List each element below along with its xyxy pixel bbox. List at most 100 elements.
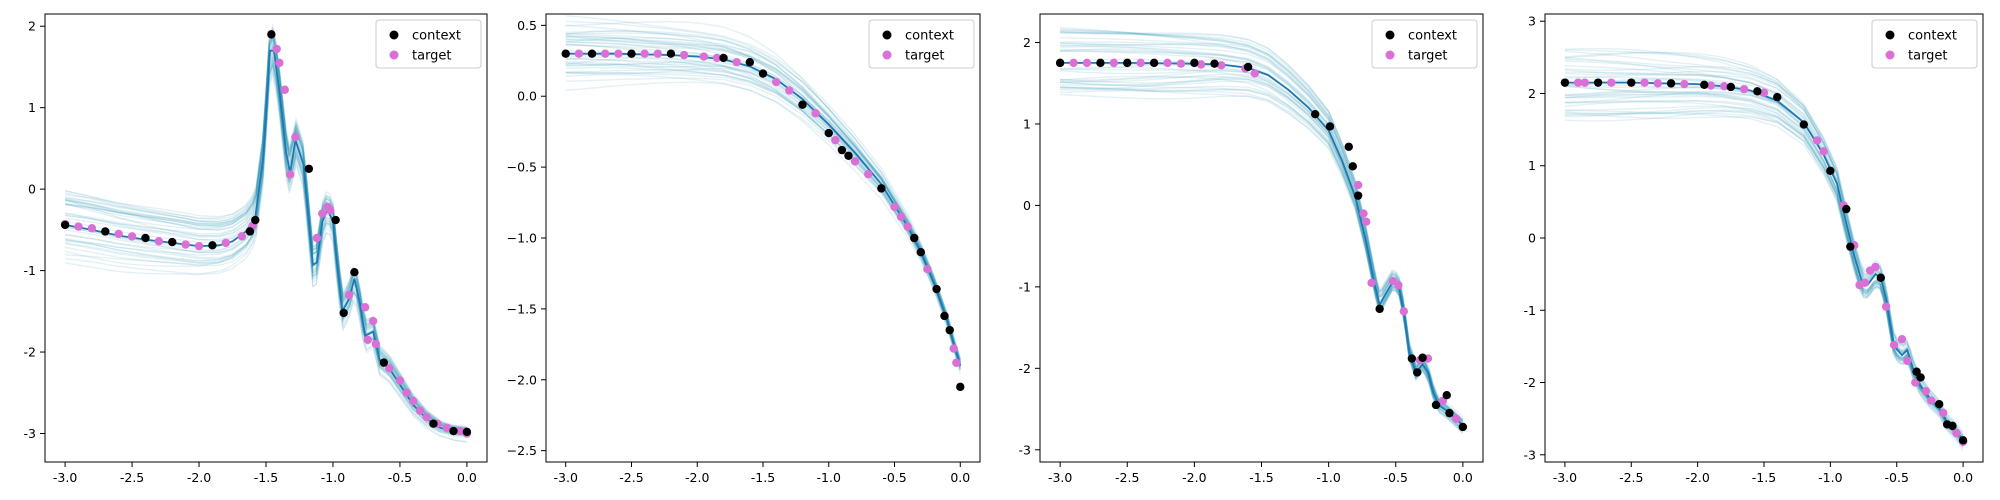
target-point <box>903 222 912 231</box>
context-point <box>1666 79 1676 88</box>
sample-curve <box>1060 73 1464 433</box>
target-point <box>194 241 204 251</box>
sample-curve <box>1060 45 1464 421</box>
context-point <box>1243 62 1253 72</box>
y-tick-label: -2 <box>24 345 36 360</box>
x-tick-label: -1.5 <box>1752 470 1776 485</box>
target-point <box>1607 78 1616 87</box>
target-point <box>1719 82 1729 91</box>
target-point <box>1881 302 1891 311</box>
target-point <box>1952 428 1961 438</box>
sample-curve <box>64 27 467 430</box>
sample-curve <box>1564 48 1964 433</box>
legend-target-label: target <box>1908 49 1948 64</box>
plot-area <box>1055 27 1468 435</box>
sample-curve <box>565 41 961 361</box>
sample-curve <box>1564 83 1964 442</box>
sample-curve <box>1564 106 1964 449</box>
target-point <box>679 50 689 60</box>
x-tick-label: 0.0 <box>1453 470 1473 485</box>
context-point <box>1310 109 1320 119</box>
target-point <box>74 222 83 231</box>
context-point <box>1842 204 1851 214</box>
sample-curve <box>1564 70 1964 445</box>
target-point <box>1739 84 1749 94</box>
target-point <box>1163 58 1172 68</box>
x-tick-label: -0.5 <box>388 470 412 485</box>
plot-area <box>561 15 965 392</box>
x-tick-label: -1.0 <box>1316 470 1340 485</box>
target-point <box>1897 334 1907 344</box>
target-point <box>1176 59 1186 68</box>
target-point <box>114 229 123 239</box>
sample-curve <box>1060 58 1464 432</box>
x-tick-label: -1.5 <box>1249 470 1273 485</box>
target-point <box>1399 307 1408 316</box>
sample-curve <box>1060 44 1464 426</box>
plot-area <box>1560 48 1968 451</box>
sample-curve <box>565 33 961 364</box>
target-point <box>363 335 372 345</box>
sample-curve <box>1060 86 1464 430</box>
x-tick-label: -3.0 <box>53 470 77 485</box>
mean-curve <box>1564 81 1964 441</box>
mean-curve <box>565 52 962 366</box>
target-point <box>1069 58 1078 68</box>
sample-curve <box>1060 78 1464 431</box>
target-point <box>1250 69 1259 78</box>
sample-curve <box>1564 51 1964 436</box>
target-point <box>344 290 354 300</box>
y-tick-label: -1 <box>1019 279 1031 294</box>
sample-curve <box>565 77 961 371</box>
y-tick-label: -3 <box>24 426 36 441</box>
target-point <box>850 157 860 166</box>
sample-curve <box>565 35 961 362</box>
legend-box <box>868 19 975 69</box>
target-point <box>409 396 418 406</box>
sample-curve <box>1060 48 1464 424</box>
sample-curve <box>1564 85 1964 444</box>
sample-curve <box>1060 80 1464 432</box>
context-point <box>627 49 636 58</box>
target-point <box>1680 79 1689 89</box>
target-point <box>1362 217 1371 226</box>
legend-context-marker <box>1885 30 1895 40</box>
context-point <box>245 227 255 236</box>
context-point <box>1773 92 1782 102</box>
plot-area <box>60 22 472 443</box>
mean-curve <box>64 49 468 435</box>
sample-curve <box>1564 57 1964 439</box>
target-point <box>415 406 425 415</box>
context-point <box>1123 58 1132 68</box>
target-point <box>456 426 465 436</box>
sample-curve <box>565 24 961 363</box>
context-point <box>1700 80 1709 90</box>
context-point <box>350 268 359 277</box>
target-point <box>771 77 781 87</box>
y-tick-label: 0.0 <box>517 89 537 104</box>
chart-panel-1: -3.0 -2.5 -2.0 -1.5 -1.0 -0.5 0.0 -3 -2 -1 0 1 2 cont… <box>24 13 488 485</box>
sample-curve <box>1060 30 1464 422</box>
legend-target-marker <box>1385 50 1395 60</box>
y-tick-label: −1.5 <box>507 301 537 316</box>
target-point <box>1759 88 1769 97</box>
context-point <box>1627 78 1636 87</box>
context-point <box>1442 391 1451 400</box>
sample-curve <box>1060 75 1464 426</box>
target-point <box>87 224 97 233</box>
sample-curve <box>1060 41 1464 423</box>
context-point <box>449 426 458 436</box>
x-tick-label: 0.0 <box>1953 470 1973 485</box>
context-point <box>1948 421 1957 431</box>
sample-curve <box>1564 87 1964 444</box>
target-point <box>127 232 137 241</box>
context-point <box>1210 59 1219 68</box>
sample-curve <box>1060 93 1464 431</box>
target-point <box>949 344 958 353</box>
sample-curve <box>64 64 467 434</box>
sample-curve <box>1564 58 1964 435</box>
sample-curve <box>1564 100 1964 443</box>
sample-curve <box>1564 51 1964 438</box>
context-point <box>379 358 389 367</box>
sample-curve <box>565 43 961 367</box>
